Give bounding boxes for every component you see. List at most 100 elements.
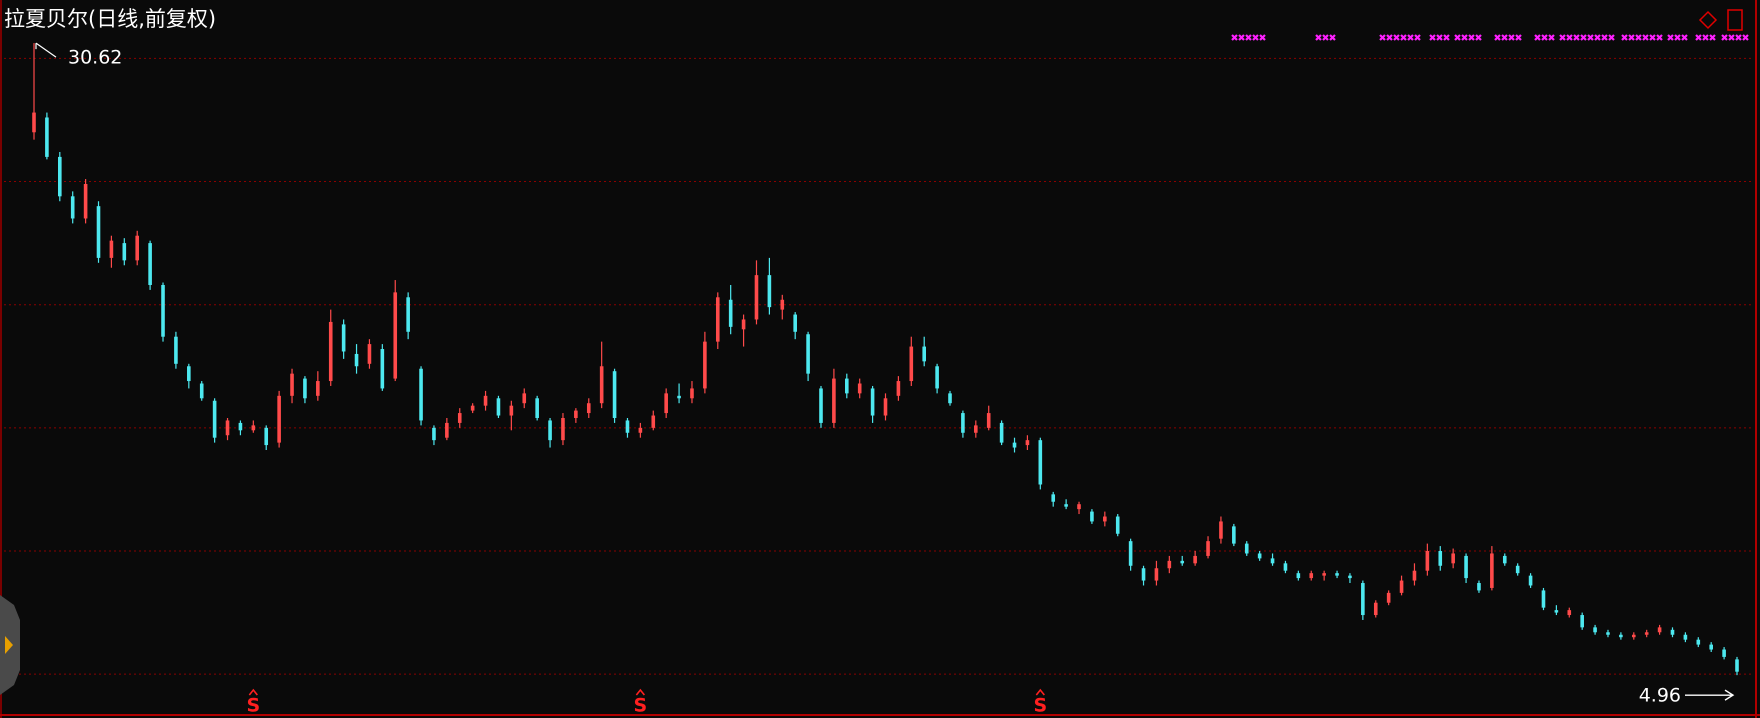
candle-body: [1696, 639, 1701, 645]
candle-body: [793, 314, 797, 332]
candle-body: [1115, 516, 1120, 534]
candle-body: [1025, 440, 1030, 446]
event-marker: [1414, 34, 1421, 41]
candle-body: [1670, 629, 1675, 635]
candle-body: [58, 156, 62, 197]
candle-body: [844, 378, 849, 394]
candle-body: [909, 346, 914, 382]
candle-body: [1464, 555, 1468, 579]
event-marker: [1508, 34, 1515, 41]
candle-body: [715, 297, 720, 342]
event-marker: [1400, 34, 1407, 41]
candle-body: [1373, 602, 1378, 616]
candle-body: [1348, 575, 1352, 579]
candle-body: [1193, 555, 1197, 564]
candle-body: [832, 378, 836, 423]
event-marker: [1709, 34, 1716, 41]
candle-body: [1309, 573, 1314, 579]
candle-body: [1219, 521, 1223, 539]
event-marker: [1379, 34, 1386, 41]
candle-body: [354, 353, 359, 367]
candle-body: [1154, 568, 1159, 581]
candle-body: [225, 420, 230, 436]
candle-body: [496, 398, 501, 416]
candle-body: [1361, 583, 1365, 616]
candle-body: [612, 371, 617, 418]
candle-body: [522, 393, 527, 404]
event-marker: [1587, 34, 1594, 41]
candle-body: [1631, 634, 1636, 638]
candle-body: [96, 206, 101, 258]
candle-body: [1077, 504, 1081, 510]
candle-body: [457, 413, 462, 423]
window-icon[interactable]: [1727, 9, 1743, 31]
event-marker: [1721, 34, 1728, 41]
candle-body: [625, 420, 630, 433]
event-marker: [1468, 34, 1475, 41]
candle-body: [122, 243, 127, 261]
event-markers: [1231, 34, 1749, 41]
event-marker: [1594, 34, 1601, 41]
candle-body: [1257, 553, 1262, 559]
event-marker: [1238, 34, 1245, 41]
candle-body: [316, 381, 320, 396]
event-marker: [1245, 34, 1252, 41]
candle-body: [199, 383, 204, 399]
candle-body: [883, 398, 888, 416]
candle-body: [548, 420, 552, 441]
candle-body: [1141, 568, 1146, 581]
event-marker: [1541, 34, 1548, 41]
candle-body: [599, 366, 604, 404]
candle-body: [561, 417, 565, 441]
candle-body: [651, 415, 656, 428]
event-marker: [1628, 34, 1635, 41]
chart-title: 拉夏贝尔(日线,前复权): [4, 7, 216, 31]
candle-body: [948, 393, 952, 404]
signal-label: S: [246, 695, 260, 717]
candle-body: [1270, 558, 1275, 564]
candle-body: [1490, 553, 1494, 588]
candle-body: [393, 292, 398, 379]
candle-body: [277, 395, 281, 443]
candle-body: [974, 425, 978, 433]
diamond-icon[interactable]: [1698, 10, 1718, 30]
candle-body: [45, 117, 49, 157]
candle-body: [1567, 610, 1572, 616]
event-marker: [1231, 34, 1238, 41]
candle-body: [1502, 555, 1507, 564]
event-marker: [1728, 34, 1735, 41]
candle-body: [664, 393, 668, 414]
event-marker: [1461, 34, 1468, 41]
event-marker: [1667, 34, 1674, 41]
event-marker: [1386, 34, 1393, 41]
event-marker: [1635, 34, 1642, 41]
candle-body: [367, 344, 372, 364]
signal-label: S: [634, 695, 648, 717]
candle-body: [870, 388, 875, 416]
event-marker: [1475, 34, 1482, 41]
signal-label: S: [1033, 695, 1047, 717]
candle-body: [638, 427, 643, 433]
event-marker: [1580, 34, 1587, 41]
candle-body: [1644, 632, 1649, 635]
candle-body: [1412, 570, 1417, 581]
candle-body: [1038, 440, 1043, 485]
event-marker: [1534, 34, 1541, 41]
candle-body: [251, 425, 256, 431]
candle-body: [161, 284, 165, 337]
candle-body: [1103, 516, 1107, 522]
candle-body: [1541, 590, 1546, 608]
candle-body: [264, 427, 269, 446]
candle-body: [857, 383, 862, 394]
candle-body: [1709, 644, 1713, 650]
candle-body: [1244, 543, 1249, 554]
candle-body: [109, 240, 114, 258]
candle-body: [238, 422, 243, 431]
event-marker: [1559, 34, 1566, 41]
event-marker: [1436, 34, 1443, 41]
event-marker: [1393, 34, 1400, 41]
candle-body: [1580, 615, 1584, 628]
candle-body: [1606, 632, 1610, 635]
